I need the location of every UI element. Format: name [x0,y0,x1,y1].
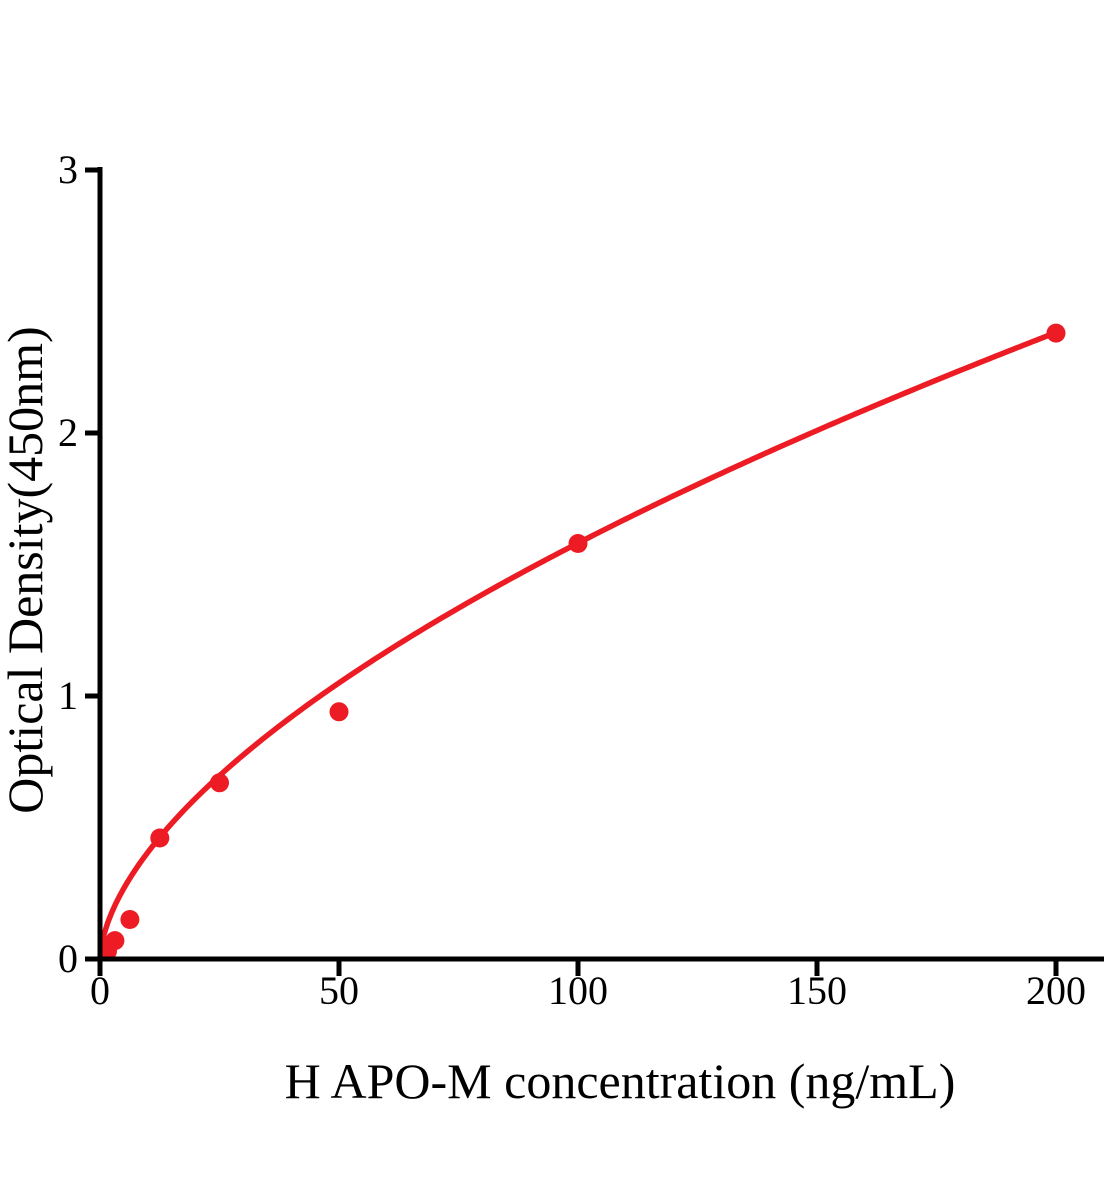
x-tick-label: 0 [90,968,110,1013]
x-tick-label: 150 [787,968,847,1013]
data-point [1046,323,1066,343]
data-point [568,534,588,553]
y-tick-label: 1 [58,673,78,718]
y-tick-label: 0 [58,936,78,981]
fitted-curve [97,329,1059,962]
x-tick-label: 100 [548,968,608,1013]
data-point [150,828,170,848]
data-point [105,931,125,951]
axes-layer [85,167,1104,976]
x-tick-label: 200 [1026,968,1086,1013]
x-tick-label: 50 [319,968,359,1013]
y-axis-title: Optical Density(450nm) [0,326,53,813]
data-point [210,773,229,793]
fit-curve-layer [97,329,1059,962]
y-tick-label: 2 [58,410,78,455]
data-points-layer [98,323,1066,961]
y-tick-label: 3 [58,147,78,192]
x-axis-title: H APO-M concentration (ng/mL) [285,1053,956,1109]
tick-labels-layer: 0 1 2 3 0 50 100 150 200 [58,147,1086,1013]
data-point [329,702,349,722]
data-point [120,910,140,929]
